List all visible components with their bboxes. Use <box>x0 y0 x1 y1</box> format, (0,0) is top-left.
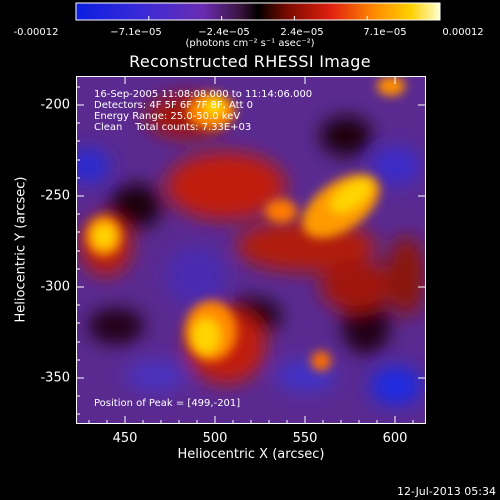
timestamp: 12-Jul-2013 05:34 <box>396 485 496 498</box>
annotation-clean: Clean Total counts: 7.33E+03 <box>94 122 252 133</box>
colorbar-tick: −2.4e−05 <box>198 27 250 38</box>
rhessi-image-canvas <box>76 76 426 424</box>
y-axis-label: Heliocentric Y (arcsec) <box>13 176 29 323</box>
y-tick-label: -200 <box>40 97 70 113</box>
rhessi-image <box>76 76 426 424</box>
colorbar-tick: 0.00012 <box>442 27 484 38</box>
colorbar-unit-label: (photons cm⁻² s⁻¹ asec⁻²) <box>185 38 315 49</box>
colorbar-tick: 2.4e−05 <box>280 27 324 38</box>
colorbar-gradient <box>75 2 441 21</box>
annotation-detectors: Detectors: 4F 5F 6F 7F 8F, Att 0 <box>94 100 254 111</box>
colorbar-tick: 7.1e−05 <box>363 27 407 38</box>
y-tick-label: -300 <box>40 279 70 295</box>
x-tick-label: 600 <box>382 431 408 446</box>
x-tick-label: 500 <box>202 431 228 446</box>
x-axis-label: Heliocentric X (arcsec) <box>177 447 325 462</box>
annotation-energy: Energy Range: 25.0-50.0 keV <box>94 111 241 122</box>
plot-frame <box>76 76 426 424</box>
y-tick-label: -350 <box>40 370 70 386</box>
x-tick-label: 550 <box>292 431 318 446</box>
colorbar <box>75 2 441 21</box>
annotation-time-range: 16-Sep-2005 11:08:08.000 to 11:14:06.000 <box>94 89 313 100</box>
annotation-peak: Position of Peak = [499,-201] <box>94 398 241 409</box>
image-title: Reconstructed RHESSI Image <box>129 52 371 71</box>
colorbar-tick: -0.00012 <box>13 27 59 38</box>
colorbar-tick: −7.1e−05 <box>110 27 162 38</box>
x-tick-label: 450 <box>112 431 138 446</box>
y-tick-label: -250 <box>40 188 70 204</box>
